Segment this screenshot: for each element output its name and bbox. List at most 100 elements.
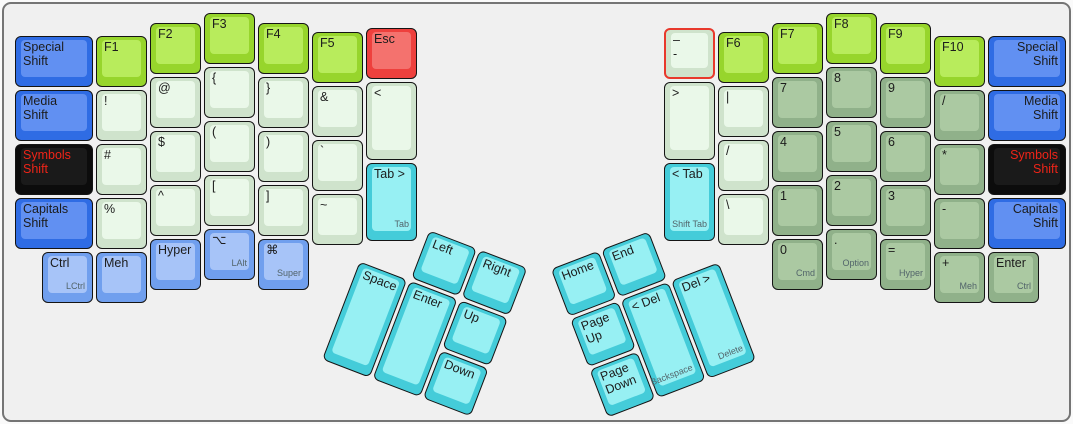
key-percent[interactable]: % [96, 198, 147, 249]
keycap-face [778, 243, 817, 280]
key-num-1[interactable]: 1 [772, 185, 823, 236]
key-f10[interactable]: F10 [934, 36, 985, 87]
key-label: 5 [834, 125, 841, 139]
key-brace-close[interactable]: } [258, 77, 309, 128]
key-bracket-close[interactable]: ] [258, 185, 309, 236]
key-num-0[interactable]: 0 Cmd [772, 239, 823, 290]
key-minus[interactable]: - [934, 198, 985, 249]
keycap-face [102, 256, 141, 293]
keycap-face [102, 148, 141, 185]
key-asterisk[interactable]: * [934, 144, 985, 195]
key-dash[interactable]: – - [664, 28, 715, 79]
key-sublabel: Hyper [898, 268, 923, 278]
key-label: # [104, 148, 111, 162]
key-f7[interactable]: F7 [772, 23, 823, 74]
keycap-face [318, 36, 357, 73]
key-label: Ctrl [50, 256, 70, 270]
keycap-face [886, 81, 925, 118]
keycap-face [886, 27, 925, 64]
key-num-3[interactable]: 3 [880, 185, 931, 236]
key-label: ⌥ [212, 233, 227, 247]
key-symbols-shift-left[interactable]: Symbols Shift [15, 144, 93, 195]
keycap-face [156, 81, 195, 118]
key-paren-open[interactable]: ( [204, 121, 255, 172]
key-backtick[interactable]: ` [312, 140, 363, 191]
key-greater-than[interactable]: > [664, 82, 715, 160]
key-sublabel: LAlt [231, 258, 247, 268]
key-ampersand[interactable]: & [312, 86, 363, 137]
key-f4[interactable]: F4 [258, 23, 309, 74]
keycap-face [372, 32, 411, 69]
key-label: 9 [888, 81, 895, 95]
key-equals[interactable]: = Hyper [880, 239, 931, 290]
keycap-face [156, 243, 195, 280]
key-special-shift-right[interactable]: Special Shift [988, 36, 1066, 87]
key-brace-open[interactable]: { [204, 67, 255, 118]
key-num-4[interactable]: 4 [772, 131, 823, 182]
key-lctrl[interactable]: Ctrl LCtrl [42, 252, 93, 303]
key-tilde[interactable]: ~ [312, 194, 363, 245]
key-period[interactable]: . Option [826, 229, 877, 280]
key-label: Symbols Shift [1010, 148, 1058, 176]
keycap-face [264, 189, 303, 226]
key-sublabel: Meh [959, 281, 977, 291]
key-plus[interactable]: + Meh [934, 252, 985, 303]
key-num-2[interactable]: 2 [826, 175, 877, 226]
key-f1[interactable]: F1 [96, 36, 147, 87]
keycap-face [372, 86, 411, 150]
keycap-face [832, 233, 871, 270]
key-f9[interactable]: F9 [880, 23, 931, 74]
key-pipe[interactable]: | [718, 86, 769, 137]
key-super[interactable]: ⌘ Super [258, 239, 309, 290]
key-esc[interactable]: Esc [366, 28, 417, 79]
key-enter-right[interactable]: Enter Ctrl [988, 252, 1039, 303]
key-num-7[interactable]: 7 [772, 77, 823, 128]
keycap-face [886, 189, 925, 226]
key-f2[interactable]: F2 [150, 23, 201, 74]
key-media-shift-left[interactable]: Media Shift [15, 90, 93, 141]
keycap-face [940, 256, 979, 293]
key-capitals-shift-left[interactable]: Capitals Shift [15, 198, 93, 249]
key-f6[interactable]: F6 [718, 32, 769, 83]
key-label: ! [104, 94, 108, 108]
key-meh[interactable]: Meh [96, 252, 147, 303]
key-backslash[interactable]: \ [718, 194, 769, 245]
key-paren-close[interactable]: ) [258, 131, 309, 182]
key-slash[interactable]: / [718, 140, 769, 191]
key-f8[interactable]: F8 [826, 13, 877, 64]
key-f5[interactable]: F5 [312, 32, 363, 83]
key-label: F6 [726, 36, 741, 50]
key-label: { [212, 71, 217, 85]
key-label: 1 [780, 189, 787, 203]
keycap-face [318, 90, 357, 127]
key-label: / [942, 94, 946, 108]
key-numpad-slash[interactable]: / [934, 90, 985, 141]
key-f3[interactable]: F3 [204, 13, 255, 64]
key-num-6[interactable]: 6 [880, 131, 931, 182]
keycap-face [48, 256, 87, 293]
key-num-5[interactable]: 5 [826, 121, 877, 172]
key-dollar[interactable]: $ [150, 131, 201, 182]
key-label: % [104, 202, 116, 216]
key-media-shift-right[interactable]: Media Shift [988, 90, 1066, 141]
key-tab[interactable]: Tab > Tab [366, 163, 417, 241]
key-hyper-left[interactable]: Hyper [150, 239, 201, 290]
key-capitals-shift-right[interactable]: Capitals Shift [988, 198, 1066, 249]
key-special-shift-left[interactable]: Special Shift [15, 36, 93, 87]
key-bracket-open[interactable]: [ [204, 175, 255, 226]
key-caret[interactable]: ^ [150, 185, 201, 236]
keycap-face [264, 27, 303, 64]
key-exclamation[interactable]: ! [96, 90, 147, 141]
key-lalt[interactable]: ⌥ LAlt [204, 229, 255, 280]
keycap-face [724, 36, 763, 73]
keycap-face [778, 27, 817, 64]
key-label: 8 [834, 71, 841, 85]
key-shift-tab[interactable]: < Tab Shift Tab [664, 163, 715, 241]
key-num-8[interactable]: 8 [826, 67, 877, 118]
key-hash[interactable]: # [96, 144, 147, 195]
key-less-than[interactable]: < [366, 82, 417, 160]
key-label: 4 [780, 135, 787, 149]
key-symbols-shift-right[interactable]: Symbols Shift [988, 144, 1066, 195]
key-at[interactable]: @ [150, 77, 201, 128]
key-num-9[interactable]: 9 [880, 77, 931, 128]
